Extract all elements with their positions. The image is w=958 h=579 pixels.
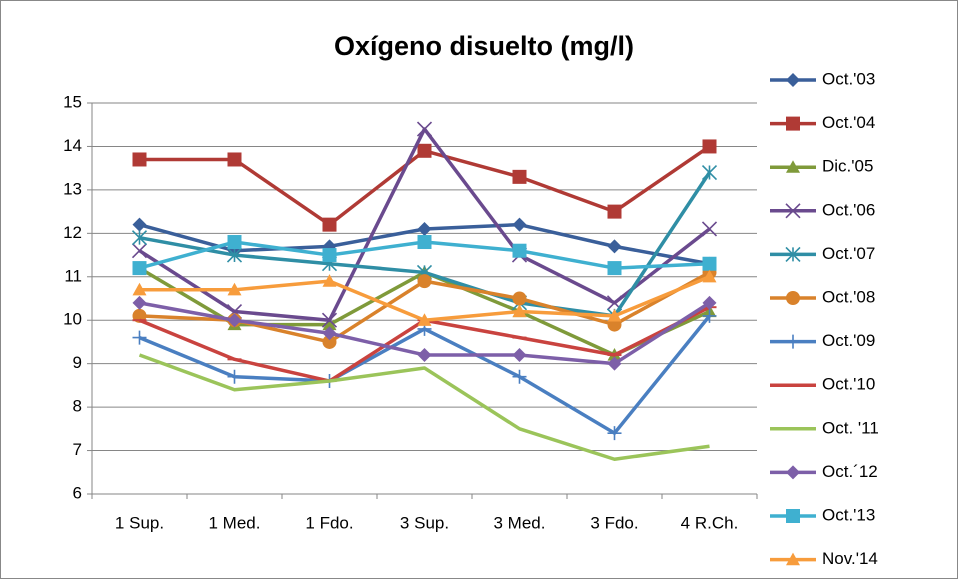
marker bbox=[702, 139, 717, 154]
legend-marker bbox=[786, 509, 800, 523]
legend-marker bbox=[786, 73, 800, 87]
series-line bbox=[138, 353, 710, 461]
legend-marker bbox=[786, 291, 800, 305]
marker bbox=[131, 243, 148, 259]
marker bbox=[701, 221, 718, 237]
legend-label: Oct.'08 bbox=[822, 287, 875, 306]
legend-label: Nov.'14 bbox=[822, 549, 878, 568]
legend-label: Oct.'06 bbox=[822, 200, 875, 219]
marker bbox=[607, 239, 622, 254]
marker bbox=[512, 347, 527, 362]
marker bbox=[322, 274, 337, 287]
marker bbox=[132, 152, 147, 167]
legend-label: Oct.´12 bbox=[822, 462, 878, 481]
legend-label: Dic.'05 bbox=[822, 157, 873, 176]
legend-label: Oct.'10 bbox=[822, 375, 875, 394]
marker bbox=[132, 261, 147, 276]
marker bbox=[227, 313, 242, 328]
marker bbox=[512, 243, 527, 258]
marker bbox=[702, 295, 717, 310]
marker bbox=[227, 152, 242, 167]
marker bbox=[416, 121, 433, 137]
y-tick-label: 10 bbox=[63, 310, 82, 329]
marker bbox=[512, 291, 527, 306]
y-tick-label: 11 bbox=[64, 266, 82, 285]
chart-title: Oxígeno disuelto (mg/l) bbox=[334, 31, 634, 61]
legend-marker bbox=[786, 160, 800, 173]
marker bbox=[607, 426, 622, 441]
x-tick-label: 4 R.Ch. bbox=[681, 513, 739, 532]
marker bbox=[512, 369, 527, 384]
marker bbox=[321, 312, 338, 328]
legend-label: Oct. '11 bbox=[822, 418, 879, 437]
marker bbox=[607, 308, 622, 322]
legend-marker bbox=[786, 116, 800, 131]
legend-label: Oct.'07 bbox=[822, 244, 875, 263]
legend-marker bbox=[786, 334, 800, 349]
marker bbox=[417, 221, 432, 236]
marker bbox=[417, 347, 432, 362]
y-tick-label: 7 bbox=[73, 440, 82, 459]
marker bbox=[322, 334, 337, 349]
marker bbox=[227, 282, 242, 296]
marker bbox=[417, 274, 432, 289]
marker bbox=[322, 248, 337, 263]
legend-label: Oct.'09 bbox=[822, 331, 875, 350]
y-tick-label: 8 bbox=[73, 397, 82, 416]
x-tick-label: 3 Fdo. bbox=[590, 513, 638, 532]
x-tick-label: 3 Med. bbox=[494, 513, 546, 532]
legend-marker bbox=[785, 246, 801, 262]
legend-label: Oct.'04 bbox=[822, 113, 875, 132]
y-tick-label: 9 bbox=[73, 353, 82, 372]
marker bbox=[322, 217, 337, 232]
marker bbox=[132, 330, 147, 345]
marker bbox=[417, 235, 432, 250]
x-tick-label: 3 Sup. bbox=[400, 513, 449, 532]
marker bbox=[701, 164, 718, 181]
marker bbox=[132, 282, 147, 296]
x-tick-label: 1 Fdo. bbox=[305, 513, 353, 532]
marker bbox=[512, 169, 527, 184]
marker bbox=[512, 217, 527, 232]
marker bbox=[607, 356, 622, 371]
marker bbox=[417, 313, 432, 326]
y-tick-label: 12 bbox=[63, 223, 82, 242]
y-tick-label: 13 bbox=[63, 179, 82, 198]
marker bbox=[702, 269, 717, 283]
marker bbox=[227, 369, 242, 384]
y-tick-label: 14 bbox=[63, 136, 82, 155]
legend-marker bbox=[786, 552, 800, 566]
marker bbox=[131, 230, 148, 246]
marker bbox=[322, 317, 337, 331]
y-tick-label: 6 bbox=[73, 483, 82, 502]
marker bbox=[322, 326, 337, 341]
marker bbox=[512, 304, 527, 318]
marker bbox=[417, 143, 432, 158]
x-tick-label: 1 Med. bbox=[209, 513, 261, 532]
marker bbox=[132, 217, 147, 232]
x-tick-label: 1 Sup. bbox=[115, 513, 164, 532]
marker bbox=[702, 256, 717, 271]
marker bbox=[607, 204, 622, 219]
marker bbox=[226, 247, 243, 263]
legend-label: Oct.'03 bbox=[822, 69, 875, 88]
legend-marker bbox=[785, 203, 801, 219]
marker bbox=[607, 261, 622, 276]
legend-label: Oct.'13 bbox=[822, 505, 875, 524]
marker bbox=[132, 295, 147, 310]
legend-marker bbox=[786, 465, 800, 480]
marker bbox=[702, 308, 717, 323]
marker bbox=[227, 235, 242, 250]
y-tick-label: 15 bbox=[63, 92, 82, 111]
